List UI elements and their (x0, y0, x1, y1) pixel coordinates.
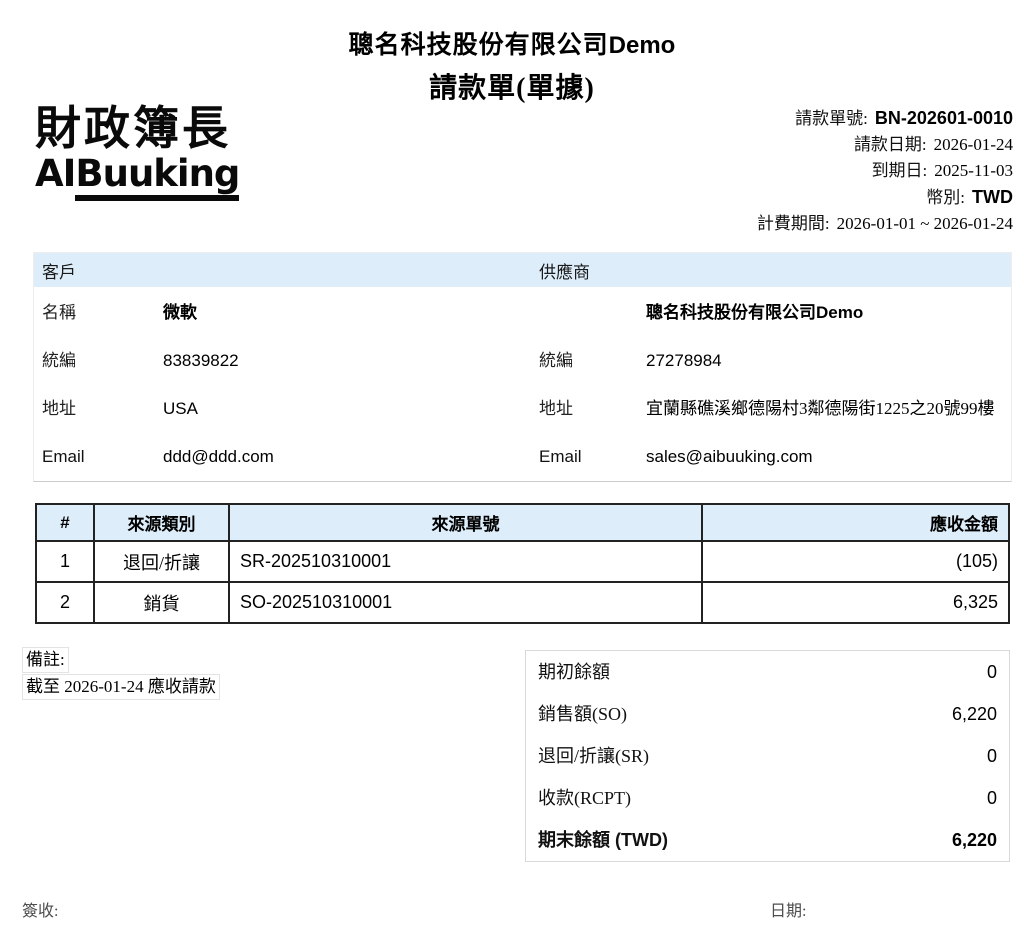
billing-period-value: 2026-01-01 ~ 2026-01-24 (836, 214, 1013, 233)
opening-balance-label: 期初餘額 (538, 662, 610, 682)
notes-label: 備註: (22, 647, 69, 673)
item-amount: 6,325 (701, 581, 1010, 624)
logo-cjk-text: 財政簿長 (35, 103, 231, 154)
vendor-address-value: 宜蘭縣礁溪鄉德陽村3鄰德陽街1225之20號99樓 (646, 399, 995, 418)
sales-amount-row: 銷售額(SO) 6,220 (526, 693, 1009, 735)
item-source-type: 銷貨 (93, 581, 230, 624)
ending-balance-row: 期末餘額 (TWD) 6,220 (526, 819, 1009, 861)
line-items-header-row: # 來源類別 來源單號 應收金額 (35, 503, 1010, 542)
currency-value: TWD (972, 187, 1013, 207)
column-header-amount-receivable: 應收金額 (701, 503, 1010, 542)
parties-header: 客戶 供應商 (34, 253, 1011, 287)
table-row: 2 銷貨 SO-202510310001 6,325 (35, 581, 1010, 624)
returns-value: 0 (986, 746, 997, 766)
notes-text: 截至 2026-01-24 應收請款 (22, 674, 220, 700)
vendor-name-label (531, 287, 646, 337)
invoice-number-value: BN-202601-0010 (874, 108, 1013, 128)
page-title: 聰名科技股份有限公司Demo (0, 30, 1024, 65)
company-name: 聰名科技股份有限公司 (348, 32, 609, 59)
returns-label: 退回/折讓(SR) (538, 746, 650, 766)
customer-name-label: 名稱 (42, 303, 76, 322)
vendor-address-label: 地址 (539, 399, 573, 418)
currency-label: 幣別: (926, 188, 966, 207)
billing-period-label: 計費期間: (756, 214, 830, 233)
invoice-number-row: 請款單號: BN-202601-0010 (757, 105, 1013, 132)
date-label: 日期: (770, 903, 807, 920)
customer-address-label: 地址 (42, 399, 76, 418)
item-index: 2 (35, 581, 95, 624)
currency-row: 幣別: TWD (757, 184, 1013, 211)
invoice-meta: 請款單號: BN-202601-0010 請款日期: 2026-01-24 到期… (757, 105, 1013, 237)
customer-email-label: Email (42, 447, 85, 466)
due-date-label: 到期日: (871, 161, 928, 180)
opening-balance-value: 0 (986, 662, 997, 682)
parties-body: 名稱 微軟 聰名科技股份有限公司Demo 統編 83839822 統編 2727… (34, 287, 1011, 481)
logo-latin-text: AIBuuking (35, 152, 240, 201)
returns-row: 退回/折讓(SR) 0 (526, 735, 1009, 777)
column-header-source-number: 來源單號 (228, 503, 703, 542)
logo: 財政簿長 AIBuuking (35, 102, 240, 201)
item-source-number: SR-202510310001 (228, 540, 703, 583)
item-source-number: SO-202510310001 (228, 581, 703, 624)
table-row: 1 退回/折讓 SR-202510310001 (105) (35, 540, 1010, 583)
parties-table: 客戶 供應商 名稱 微軟 聰名科技股份有限公司Demo 統編 83839822 … (33, 252, 1012, 482)
ending-balance-value: 6,220 (951, 830, 997, 850)
item-index: 1 (35, 540, 95, 583)
column-header-index: # (35, 503, 95, 542)
receipts-value: 0 (986, 788, 997, 808)
sales-amount-value: 6,220 (951, 704, 997, 724)
vendor-header: 供應商 (539, 262, 590, 282)
customer-tax-id-value: 83839822 (163, 351, 239, 370)
balance-summary-box: 期初餘額 0 銷售額(SO) 6,220 退回/折讓(SR) 0 收款(RCPT… (525, 650, 1010, 862)
line-items-table: # 來源類別 來源單號 應收金額 1 退回/折讓 SR-202510310001… (35, 503, 1010, 624)
notes-section: 備註: 截至 2026-01-24 應收請款 (22, 647, 220, 700)
customer-tax-id-label: 統編 (42, 351, 76, 370)
logo-latin-underlined: Buuking (75, 152, 240, 201)
item-source-type: 退回/折讓 (93, 540, 230, 583)
sign-off-label: 簽收: (22, 903, 59, 920)
logo-latin-prefix: AI (35, 152, 76, 195)
customer-email-value: ddd@ddd.com (163, 447, 274, 466)
ending-balance-label: 期末餘額 (TWD) (538, 830, 668, 850)
opening-balance-row: 期初餘額 0 (526, 651, 1009, 693)
customer-header: 客戶 (42, 262, 76, 282)
invoice-number-label: 請款單號: (795, 109, 868, 128)
receipts-label: 收款(RCPT) (538, 788, 632, 808)
customer-address-value: USA (163, 399, 198, 418)
billing-period-row: 計費期間: 2026-01-01 ~ 2026-01-24 (757, 211, 1013, 237)
due-date-value: 2025-11-03 (934, 161, 1013, 180)
vendor-tax-id-value: 27278984 (646, 351, 722, 370)
vendor-name-value: 聰名科技股份有限公司Demo (646, 303, 864, 322)
column-header-source-type: 來源類別 (93, 503, 230, 542)
invoice-date-row: 請款日期: 2026-01-24 (757, 132, 1013, 158)
vendor-email-label: Email (539, 447, 582, 466)
company-name-suffix: Demo (608, 32, 676, 59)
document-type-title: 請款單(單據) (429, 73, 595, 104)
vendor-tax-id-label: 統編 (539, 351, 573, 370)
receipts-row: 收款(RCPT) 0 (526, 777, 1009, 819)
vendor-email-value: sales@aibuuking.com (646, 447, 813, 466)
item-amount: (105) (701, 540, 1010, 583)
due-date-row: 到期日: 2025-11-03 (757, 158, 1013, 184)
invoice-date-label: 請款日期: (853, 135, 927, 154)
invoice-date-value: 2026-01-24 (933, 135, 1013, 154)
customer-name-value: 微軟 (163, 303, 197, 322)
sales-amount-label: 銷售額(SO) (538, 704, 627, 724)
